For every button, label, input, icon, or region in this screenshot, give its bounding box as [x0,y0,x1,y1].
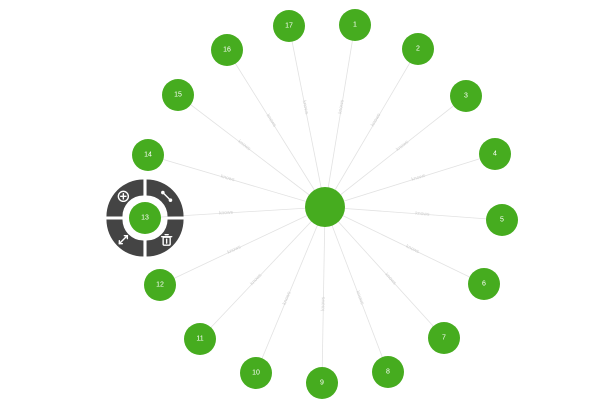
edge-label: knows [320,296,326,311]
edge-label: knows [282,290,293,306]
node-label: 9 [320,380,324,387]
node-label: 14 [144,152,152,159]
node-label: 2 [416,46,420,53]
node-circle[interactable] [240,357,272,389]
graph-node-8[interactable]: 8 [372,356,404,388]
node-circle[interactable] [450,80,482,112]
node-label: 13 [141,215,149,222]
graph-node-13[interactable]: 13 [129,202,161,234]
edge-center-6[interactable] [324,206,485,285]
edge-label: knows [411,173,427,183]
edge-center-4[interactable] [324,153,496,208]
edge-label: knows [395,139,410,153]
node-label: 10 [252,370,260,377]
node-label: 1 [353,22,357,29]
edge-label: knows [265,113,278,129]
node-label: 15 [174,92,182,99]
edge-center-10[interactable] [255,206,326,374]
node-circle[interactable] [184,323,216,355]
graph-node-12[interactable]: 12 [144,269,176,301]
node-label: 12 [156,282,164,289]
menu-delete-button[interactable] [146,219,184,257]
edge-center-1[interactable] [324,24,356,208]
node-label: 4 [493,151,497,158]
graph-node-4[interactable]: 4 [479,138,511,170]
node-circle[interactable] [144,269,176,301]
node-label: 7 [442,335,446,342]
node-circle[interactable] [468,268,500,300]
node-label: 8 [386,369,390,376]
edge-center-7[interactable] [324,206,445,339]
edge-label: knows [337,99,345,114]
graph-node-center[interactable] [305,187,345,227]
node-circle[interactable] [129,202,161,234]
graph-node-16[interactable]: 16 [211,34,243,66]
graph-node-5[interactable]: 5 [486,204,518,236]
node-label: 17 [285,23,293,30]
link-icon [161,190,173,202]
edge-label: knows [227,244,243,256]
trash-icon [160,233,173,246]
edge-label: knows [237,139,252,153]
edge-center-16[interactable] [226,49,326,208]
plus-circle-icon [117,190,130,203]
graph-node-15[interactable]: 15 [162,79,194,111]
node-circle[interactable] [372,356,404,388]
edge-center-8[interactable] [324,206,389,373]
node-circle[interactable] [132,139,164,171]
edge-center-3[interactable] [324,95,467,208]
node-circle[interactable] [306,367,338,399]
menu-connect-edge-button[interactable] [146,179,184,217]
graph-node-3[interactable]: 3 [450,80,482,112]
node-label: 3 [464,93,468,100]
edge-center-5[interactable] [324,206,503,221]
edge-label: knows [354,290,365,306]
edge-center-17[interactable] [288,25,326,208]
edge-label: knows [301,100,310,116]
node-label: 6 [482,281,486,288]
graph-node-10[interactable]: 10 [240,357,272,389]
graph-node-2[interactable]: 2 [402,33,434,65]
edge-center-2[interactable] [324,48,419,208]
edge-label: knows [220,174,236,184]
graph-node-6[interactable]: 6 [468,268,500,300]
edge-label: knows [405,244,421,256]
node-circle[interactable] [162,79,194,111]
graph-node-7[interactable]: 7 [428,322,460,354]
edge-center-11[interactable] [199,206,326,340]
edge-center-12[interactable] [159,206,326,286]
graph-node-11[interactable]: 11 [184,323,216,355]
graph-node-9[interactable]: 9 [306,367,338,399]
expand-arrows-icon [118,234,129,245]
node-circle[interactable] [479,138,511,170]
node-circle[interactable] [402,33,434,65]
node-label: 5 [500,217,504,224]
graph-node-17[interactable]: 17 [273,10,305,42]
edge-center-14[interactable] [147,154,326,208]
menu-add-node-button[interactable] [106,179,144,217]
node-circle[interactable] [211,34,243,66]
graph-node-1[interactable]: 1 [339,9,371,41]
graph-node-14[interactable]: 14 [132,139,164,171]
node-circle[interactable] [428,322,460,354]
node-circle[interactable] [273,10,305,42]
node-circle[interactable] [339,9,371,41]
node-label: 11 [196,336,203,343]
node-context-menu [106,179,184,257]
node-circle[interactable] [486,204,518,236]
edge-label: knows [219,210,234,217]
edge-label: knows [415,211,430,218]
edge-center-15[interactable] [177,94,326,208]
node-label: 16 [223,47,231,54]
edge-label: knows [370,112,383,128]
edge-center-9[interactable] [321,206,326,384]
